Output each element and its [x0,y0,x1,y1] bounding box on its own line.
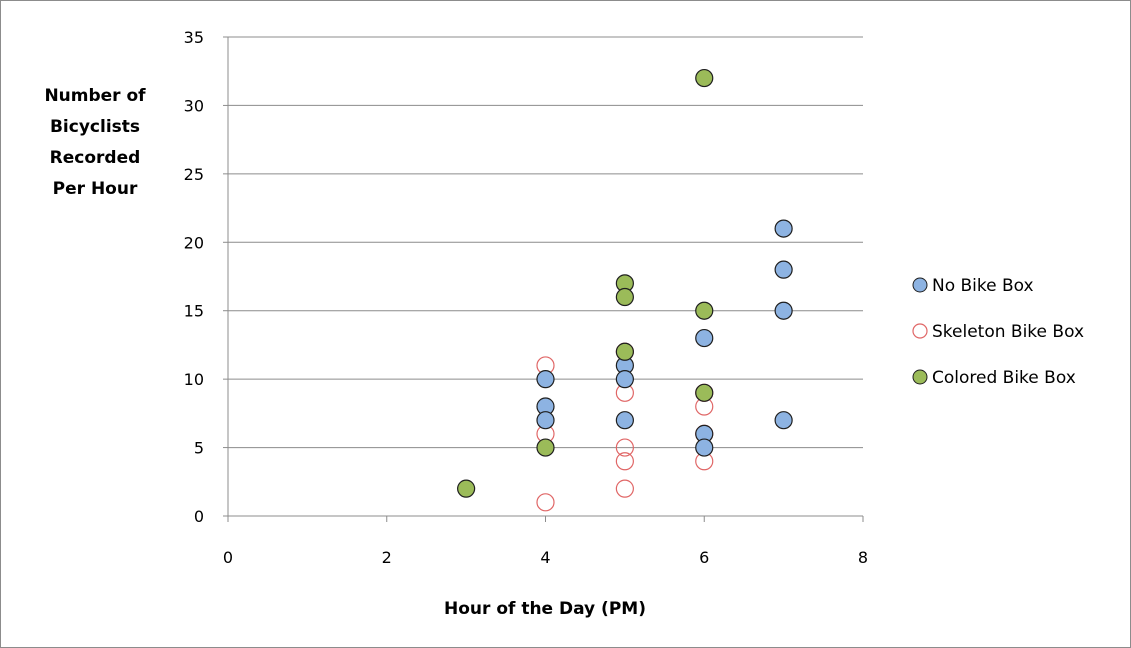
legend-item-no-bike-box: No Bike Box [912,276,1034,296]
data-points [457,68,793,512]
legend-label: No Bike Box [932,276,1034,296]
x-axis-title: Hour of the Day (PM) [444,599,646,619]
data-point-skeleton-bike-box [536,493,555,512]
data-point-colored-bike-box [695,68,714,88]
tick-labels: 0 5 10 15 20 25 30 35 0 2 4 6 8 [184,28,868,567]
x-tick-label: 2 [382,548,392,567]
y-tick-label: 5 [194,439,204,458]
legend-marker [912,369,928,385]
legend-label: Colored Bike Box [932,368,1076,388]
data-point-no-bike-box [615,411,634,430]
data-point-no-bike-box [774,260,793,279]
x-tick-label: 4 [540,548,550,567]
data-point-colored-bike-box [695,301,714,320]
data-point-colored-bike-box [457,479,476,498]
data-point-no-bike-box [774,219,793,238]
y-axis-title-line: Per Hour [53,179,138,199]
data-point-no-bike-box [695,438,714,457]
data-point-skeleton-bike-box [615,438,634,457]
gridlines [228,36,863,449]
legend-item-colored-bike-box: Colored Bike Box [912,368,1076,388]
legend-marker [912,277,928,293]
data-point-skeleton-bike-box [615,479,634,498]
axes [223,36,864,522]
legend-label: Skeleton Bike Box [932,322,1084,342]
data-point-colored-bike-box [695,383,714,402]
data-point-no-bike-box [536,370,555,389]
data-point-colored-bike-box [615,342,634,361]
y-axis-title-line: Bicyclists [50,117,140,137]
x-tick-label: 6 [699,548,709,567]
data-point-no-bike-box [615,370,634,389]
legend: No Bike Box Skeleton Bike Box Colored Bi… [912,276,1084,388]
y-tick-label: 0 [194,507,204,526]
y-axis-title-line: Recorded [50,148,141,168]
y-tick-label: 35 [184,28,204,47]
legend-item-skeleton-bike-box: Skeleton Bike Box [912,322,1084,342]
legend-marker [912,323,928,339]
y-tick-label: 10 [184,370,204,389]
y-axis-title: Number of Bicyclists Recorded Per Hour [44,86,146,199]
data-point-no-bike-box [774,301,793,320]
y-tick-label: 25 [184,165,204,184]
y-tick-label: 20 [184,233,204,252]
y-axis-title-line: Number of [44,86,146,106]
x-tick-label: 0 [223,548,233,567]
data-point-no-bike-box [774,411,793,430]
data-point-no-bike-box [536,411,555,430]
y-tick-label: 15 [184,302,204,321]
data-point-no-bike-box [695,328,714,348]
data-point-skeleton-bike-box [615,452,634,471]
data-point-colored-bike-box [536,438,555,457]
x-tick-label: 8 [858,548,868,567]
data-point-colored-bike-box [615,287,634,307]
y-tick-label: 30 [184,96,204,115]
